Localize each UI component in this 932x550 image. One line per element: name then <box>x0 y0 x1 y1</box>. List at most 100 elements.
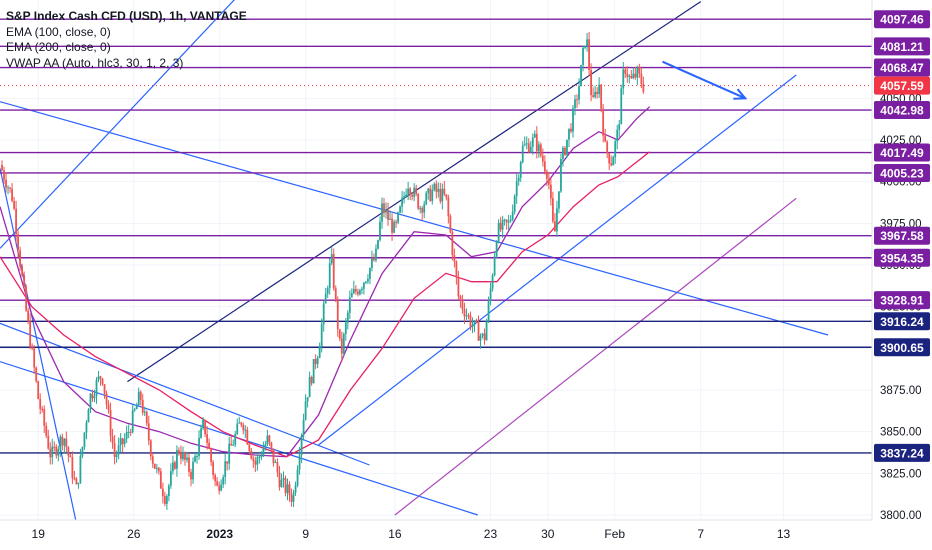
candle-body <box>304 401 307 420</box>
candle-body <box>51 446 54 458</box>
candle-body <box>25 287 28 311</box>
candle-body <box>453 255 456 262</box>
candle-body <box>3 170 5 180</box>
candle-body <box>610 163 613 166</box>
candle-body <box>491 275 494 289</box>
candle-body <box>481 333 484 336</box>
candle-body <box>7 187 9 189</box>
candle-body <box>582 47 584 66</box>
candle-body <box>167 485 170 496</box>
candle-body <box>537 144 540 152</box>
candle-body <box>53 446 56 448</box>
candle-body <box>23 275 26 288</box>
arrow-head <box>733 88 748 100</box>
candle-body <box>200 428 202 438</box>
candle-body <box>457 277 460 297</box>
arrow-shaft <box>662 60 746 100</box>
candle-body <box>479 335 482 341</box>
candle-body <box>620 88 623 125</box>
candle-body <box>129 431 132 433</box>
horizontal-level-layer <box>0 18 872 454</box>
candle-body <box>634 73 637 78</box>
candle-body <box>204 419 206 435</box>
candle-body <box>352 288 355 294</box>
candle-body <box>172 462 174 472</box>
candle-body <box>196 456 198 458</box>
candle-body <box>405 194 408 197</box>
candle-body <box>71 457 74 479</box>
candle-body <box>240 422 243 425</box>
candle-body <box>63 438 66 446</box>
candle-body <box>254 461 257 465</box>
candle-body <box>403 196 406 198</box>
candle-body <box>551 198 554 222</box>
trendline-ascending-left <box>0 0 235 249</box>
price-tick-label: 3825.00 <box>880 468 922 480</box>
candle-body <box>117 445 120 455</box>
candle-body <box>477 322 480 341</box>
candle-body <box>521 145 524 162</box>
candle-body <box>640 73 643 85</box>
candle-body <box>624 69 627 74</box>
candle-body <box>246 429 249 445</box>
candle-body <box>529 146 532 152</box>
legend-ema100: EMA (100, close, 0) <box>6 24 111 39</box>
candle-body <box>5 179 7 188</box>
candle-body <box>509 219 512 221</box>
candle-body <box>278 472 281 488</box>
candle-body <box>155 467 158 469</box>
candle-body <box>232 444 235 446</box>
candle-body <box>262 448 265 457</box>
candle-body <box>387 209 389 220</box>
candle-body <box>383 203 385 213</box>
candle-body <box>159 471 162 489</box>
candle-body <box>222 477 225 485</box>
candle-body <box>358 290 361 295</box>
price-tick-label: 3800.00 <box>880 510 922 522</box>
candle-body <box>630 76 633 79</box>
time-tick-label: 2023 <box>206 527 233 541</box>
candle-body <box>147 423 150 441</box>
candle-body <box>83 432 86 447</box>
candle-body <box>99 376 102 379</box>
candle-body <box>302 419 305 436</box>
candle-body <box>91 393 94 399</box>
candle-body <box>29 321 32 348</box>
candle-body <box>266 435 269 445</box>
candle-body <box>153 463 156 469</box>
candle-body <box>95 379 98 397</box>
candle-body <box>314 359 317 365</box>
arrow-layer <box>662 60 748 100</box>
candle-body <box>270 442 273 449</box>
time-tick-label: 23 <box>484 527 498 541</box>
candle-body <box>11 188 13 201</box>
time-tick-label: 9 <box>302 527 309 541</box>
candle-body <box>276 462 279 473</box>
candle-body <box>475 320 478 323</box>
candle-body <box>507 220 510 223</box>
candle-body <box>451 232 454 256</box>
trendline-steep-left <box>0 168 77 520</box>
candle-body <box>485 321 488 341</box>
candle-body <box>596 91 599 95</box>
candle-body <box>547 178 550 185</box>
candle-body <box>527 143 530 152</box>
candle-body <box>286 484 289 494</box>
time-tick-label: 19 <box>32 527 46 541</box>
candle-body <box>101 378 104 385</box>
candle-body <box>419 207 422 209</box>
time-tick-label: 13 <box>777 527 791 541</box>
candle-body <box>178 450 180 454</box>
legend-title: S&P Index Cash CFD (USD), 1h, VANTAGE <box>6 9 247 23</box>
candle-body <box>586 39 588 46</box>
candle-body <box>344 322 347 334</box>
candle-body <box>125 432 128 439</box>
time-axis[interactable]: 19 26 2023 9 16 23 30 Feb 7 13 <box>0 519 932 550</box>
candle-body <box>77 482 80 485</box>
candle-body <box>523 144 526 146</box>
candle-body <box>471 325 474 327</box>
candle-body <box>604 135 607 142</box>
candle-body <box>242 424 245 431</box>
candle-body <box>39 399 42 409</box>
